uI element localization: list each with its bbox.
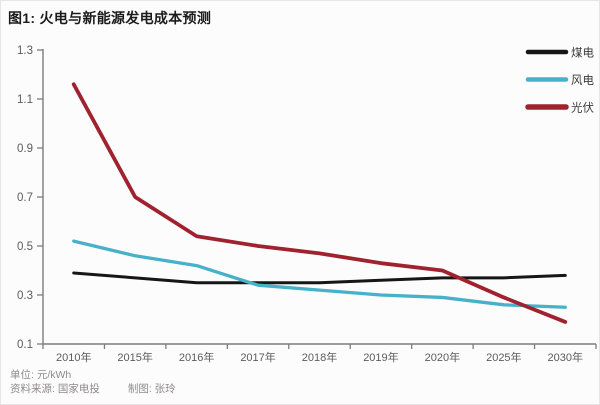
y-tick-label: 1.3: [17, 45, 33, 57]
legend-label-wind: 风电: [571, 74, 594, 87]
x-tick-label: 2017年: [240, 350, 275, 364]
x-tick-label: 2019年: [363, 350, 398, 364]
y-tick-label: 0.1: [17, 339, 33, 351]
y-tick-label: 0.9: [17, 143, 33, 155]
x-tick-label: 2018年: [302, 350, 337, 364]
chart-credit: 制图: 张玲: [127, 383, 176, 395]
x-tick-label: 2015年: [117, 350, 152, 364]
x-tick-label: 2016年: [179, 350, 214, 364]
wind-line: [72, 239, 567, 309]
chart-title: 图1: 火电与新能源发电成本预测: [8, 10, 212, 26]
x-tick-label: 2020年: [425, 350, 460, 364]
solar-line: [71, 82, 568, 324]
chart-footer: 单位: 元/kWh 资料来源: 国家电投 制图: 张玲: [10, 368, 176, 396]
legend-label-coal: 煤电: [571, 47, 594, 60]
y-tick-label: 1.1: [17, 94, 33, 106]
x-tick-label: 2010年: [56, 350, 91, 364]
legend-label-solar: 光伏: [571, 101, 594, 115]
y-tick-label: 0.3: [17, 290, 33, 302]
coal-line: [72, 271, 567, 285]
y-tick-label: 0.5: [17, 241, 33, 253]
data-source: 资料来源: 国家电投: [10, 383, 100, 395]
source-row: 资料来源: 国家电投 制图: 张玲: [10, 382, 176, 396]
unit-note: 单位: 元/kWh: [10, 369, 72, 381]
x-tick-label: 2030年: [548, 350, 583, 364]
x-tick-label: 2025年: [486, 350, 521, 364]
y-tick-label: 0.7: [17, 192, 33, 204]
